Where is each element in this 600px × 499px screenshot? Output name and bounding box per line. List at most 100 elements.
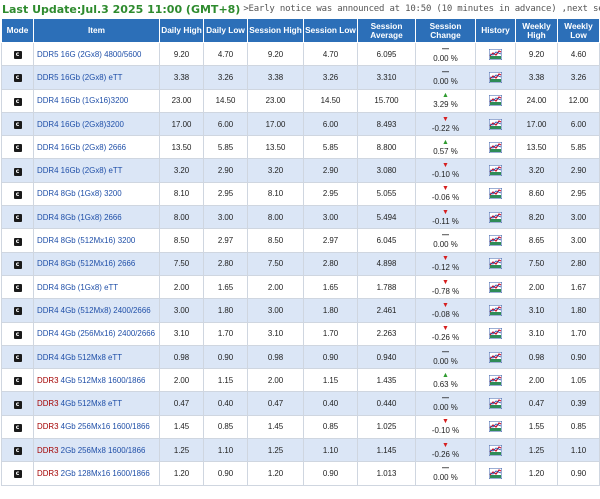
c-icon[interactable]: c	[13, 400, 22, 409]
change-value: 0.00 %	[433, 472, 458, 482]
chart-icon[interactable]	[489, 374, 502, 386]
item-cell: DDR4 8Gb (1Gx8) 3200	[33, 181, 160, 207]
c-icon[interactable]: c	[13, 237, 22, 246]
chart-icon[interactable]	[489, 48, 502, 60]
item-link[interactable]: DDR3 4Gb 512Mx8 eTT	[37, 399, 122, 408]
col-header-daily-low[interactable]: Daily Low	[203, 18, 248, 43]
col-header-history[interactable]: History	[475, 18, 516, 43]
chart-icon[interactable]	[489, 281, 502, 293]
col-header-session-low[interactable]: Session Low	[303, 18, 358, 43]
c-icon[interactable]: c	[13, 330, 22, 339]
session-average-cell: 8.800	[357, 135, 416, 160]
item-cell: DDR4 4Gb 512Mx8 eTT	[33, 344, 160, 370]
chart-icon[interactable]	[489, 328, 502, 340]
session-change-cell: —0.00 %	[415, 344, 476, 370]
item-link[interactable]: DDR3 4Gb 256Mx16 1600/1866	[37, 422, 150, 431]
item-name: DDR5 16Gb (2Gx8) eTT	[37, 72, 123, 82]
mode-cell: c	[1, 414, 34, 440]
item-link[interactable]: DDR4 4Gb 512Mx8 eTT	[37, 353, 122, 362]
chart-icon[interactable]	[489, 467, 502, 479]
item-link[interactable]: DDR3 4Gb 512Mx8 1600/1866	[37, 376, 145, 385]
table-row: c DDR3 4Gb 256Mx16 1600/1866 1.45 0.85 1.45 0…	[1, 414, 600, 440]
item-link[interactable]: DDR4 8Gb (512Mx16) 3200	[37, 236, 135, 245]
c-icon[interactable]: c	[13, 284, 22, 293]
item-link[interactable]: DDR5 16Gb (2Gx8) eTT	[37, 73, 123, 82]
chart-icon[interactable]	[489, 71, 502, 83]
session-high-cell: 1.25	[247, 438, 304, 463]
weekly-low-cell: 3.26	[557, 65, 600, 90]
item-link[interactable]: DDR3 2Gb 128Mx16 1600/1866	[37, 469, 150, 478]
c-icon[interactable]: c	[13, 74, 22, 83]
chart-icon[interactable]	[489, 165, 502, 177]
c-icon[interactable]: c	[13, 51, 22, 60]
daily-high-cell: 8.50	[159, 228, 204, 253]
c-icon[interactable]: c	[13, 354, 22, 362]
session-average-cell: 1.788	[357, 274, 416, 300]
table-row: c DDR5 16Gb (2Gx8) eTT 3.38 3.26 3.38 3.26 3.3…	[1, 65, 600, 90]
chart-icon[interactable]	[489, 444, 502, 456]
item-link[interactable]: DDR4 8Gb (1Gx8) eTT	[37, 283, 118, 292]
table-row: c DDR3 4Gb 512Mx8 1600/1866 2.00 1.15 2.00 1.…	[1, 368, 600, 393]
chart-icon[interactable]	[489, 421, 502, 433]
col-header-session-high[interactable]: Session High	[247, 18, 304, 43]
item-link[interactable]: DDR4 4Gb (256Mx16) 2400/2666	[37, 329, 155, 338]
c-icon[interactable]: c	[13, 260, 22, 269]
chart-icon[interactable]	[489, 211, 502, 223]
col-header-mode[interactable]: Mode	[1, 18, 34, 43]
change-value: 0.00 %	[433, 356, 458, 366]
item-link[interactable]: DDR3 2Gb 256Mx8 1600/1866	[37, 446, 145, 455]
item-link[interactable]: DDR4 8Gb (1Gx8) 3200	[37, 189, 122, 198]
item-link[interactable]: DDR4 8Gb (512Mx16) 2666	[37, 259, 135, 268]
chart-icon[interactable]	[489, 141, 502, 153]
session-notice-text: >Early notice was announced at 10:50 (10…	[243, 4, 600, 14]
session-low-cell: 6.00	[303, 111, 358, 137]
daily-high-cell: 8.10	[159, 181, 204, 207]
chart-icon[interactable]	[489, 304, 502, 316]
c-icon[interactable]: c	[13, 97, 22, 106]
item-link[interactable]: DDR5 16G (2Gx8) 4800/5600	[37, 50, 141, 59]
chart-icon[interactable]	[489, 95, 502, 107]
c-icon[interactable]: c	[13, 423, 22, 432]
item-link[interactable]: DDR4 16Gb (2Gx8)3200	[37, 120, 124, 129]
down-arrow-icon: ▼	[442, 418, 449, 426]
daily-high-cell: 7.50	[159, 251, 204, 276]
chart-icon[interactable]	[489, 118, 502, 130]
weekly-high-cell: 0.47	[515, 391, 558, 416]
c-icon[interactable]: c	[13, 121, 22, 130]
down-arrow-icon: ▼	[442, 278, 449, 286]
daily-low-cell: 0.40	[203, 391, 248, 416]
col-header-session-change[interactable]: Session Change	[415, 18, 476, 43]
c-icon[interactable]: c	[13, 214, 22, 223]
c-icon[interactable]: c	[13, 447, 22, 456]
session-high-cell: 3.00	[247, 298, 304, 323]
chart-icon[interactable]	[489, 398, 502, 410]
table-row: c DDR4 8Gb (1Gx8) eTT 2.00 1.65 2.00 1.65 1.78…	[1, 274, 600, 300]
weekly-high-cell: 1.25	[515, 438, 558, 463]
c-icon[interactable]: c	[13, 190, 22, 199]
item-link[interactable]: DDR4 16Gb (1Gx16)3200	[37, 96, 128, 105]
session-low-cell: 4.70	[303, 41, 358, 67]
chart-icon[interactable]	[489, 235, 502, 247]
weekly-low-cell: 2.90	[557, 158, 600, 183]
session-change-cell: ▼ -0.08 %	[415, 298, 476, 323]
daily-low-cell: 2.95	[203, 181, 248, 207]
item-link[interactable]: DDR4 4Gb (512Mx8) 2400/2666	[37, 306, 151, 315]
col-header-item[interactable]: Item	[33, 18, 160, 43]
c-icon[interactable]: c	[13, 307, 22, 316]
item-link[interactable]: DDR4 16Gb (2Gx8) 2666	[37, 143, 126, 152]
c-icon[interactable]: c	[13, 144, 22, 153]
c-icon[interactable]: c	[13, 377, 22, 386]
c-icon[interactable]: c	[13, 470, 22, 479]
chart-icon[interactable]	[489, 351, 502, 363]
col-header-session-average[interactable]: Session Average	[357, 18, 416, 43]
item-link[interactable]: DDR4 8Gb (1Gx8) 2666	[37, 213, 122, 222]
down-arrow-icon: ▼	[442, 162, 449, 170]
col-header-weekly-low[interactable]: Weekly Low	[557, 18, 600, 43]
session-average-cell: 3.310	[357, 65, 416, 90]
c-icon[interactable]: c	[13, 167, 22, 176]
chart-icon[interactable]	[489, 258, 502, 270]
col-header-daily-high[interactable]: Daily High	[159, 18, 204, 43]
col-header-weekly-high[interactable]: Weekly High	[515, 18, 558, 43]
item-link[interactable]: DDR4 16Gb (2Gx8) eTT	[37, 166, 123, 175]
chart-icon[interactable]	[489, 188, 502, 200]
